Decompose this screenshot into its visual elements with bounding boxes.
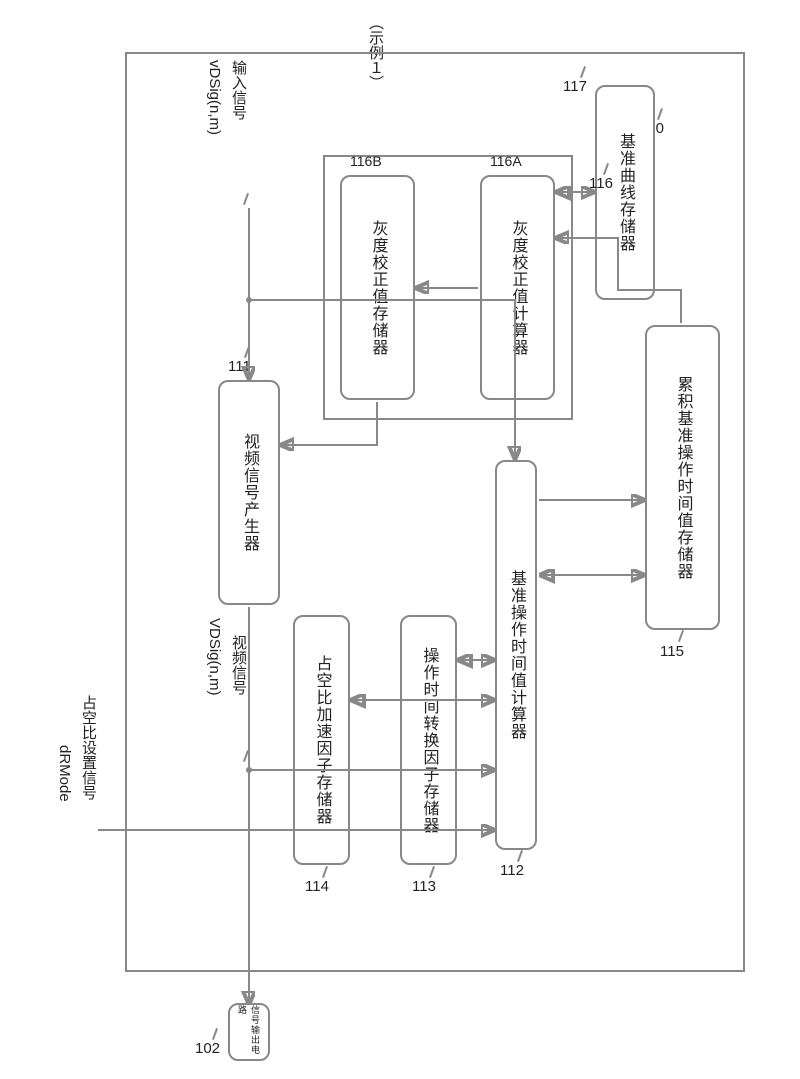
ref-112: 112 [500, 862, 524, 879]
ref-117: 117 [563, 78, 587, 95]
label-video-signal: 视频信号 [228, 635, 249, 695]
label-video-signal-sym: VDSig(n,m) [206, 618, 223, 696]
block-112-text: 基准操作时间值计算器 [504, 570, 528, 740]
block-116A-text: 灰度校正值计算器 [506, 220, 530, 356]
block-117-text: 基准曲线存储器 [613, 133, 637, 252]
block-115-text: 累积基准操作时间值存储器 [671, 376, 695, 580]
b102-text: 信号输出电路 [236, 1005, 262, 1059]
diagram-canvas: （示例１） 110 基准曲线存储器 117 116 灰度校正值计算器 116A … [0, 0, 800, 1079]
label-duty-sym: dRMode [56, 745, 73, 802]
label-input-signal-sym: vDSig(n,m) [206, 60, 223, 135]
block-115: 累积基准操作时间值存储器 [645, 325, 720, 630]
label-input-signal: 输入信号 [228, 60, 249, 120]
ref-116: 116 [589, 175, 613, 192]
block-114-text: 占空比加速因子存储器 [310, 655, 334, 825]
block-112: 基准操作时间值计算器 [495, 460, 537, 850]
label-duty: 占空比设置信号 [78, 695, 99, 800]
ref-114: 114 [305, 878, 329, 895]
ref-116B: 116B [350, 153, 382, 169]
block-114: 占空比加速因子存储器 [293, 615, 350, 865]
block-116A: 灰度校正值计算器 [480, 175, 555, 400]
ref-113: 113 [412, 878, 436, 895]
ref-111: 111 [228, 358, 251, 375]
block-111: 视频信号产生器 [218, 380, 280, 605]
ref-116A: 116A [490, 153, 522, 169]
block-116B-text: 灰度校正值存储器 [366, 220, 390, 356]
b102: 信号输出电路 [228, 1003, 270, 1061]
ref-102: 102 [195, 1040, 220, 1057]
block-113-text: 操作时间转换因子存储器 [417, 647, 441, 834]
block-117: 基准曲线存储器 [595, 85, 655, 300]
ref-115: 115 [660, 643, 684, 660]
block-116B: 灰度校正值存储器 [340, 175, 415, 400]
block-113: 操作时间转换因子存储器 [400, 615, 457, 865]
block-111-text: 视频信号产生器 [237, 433, 261, 552]
